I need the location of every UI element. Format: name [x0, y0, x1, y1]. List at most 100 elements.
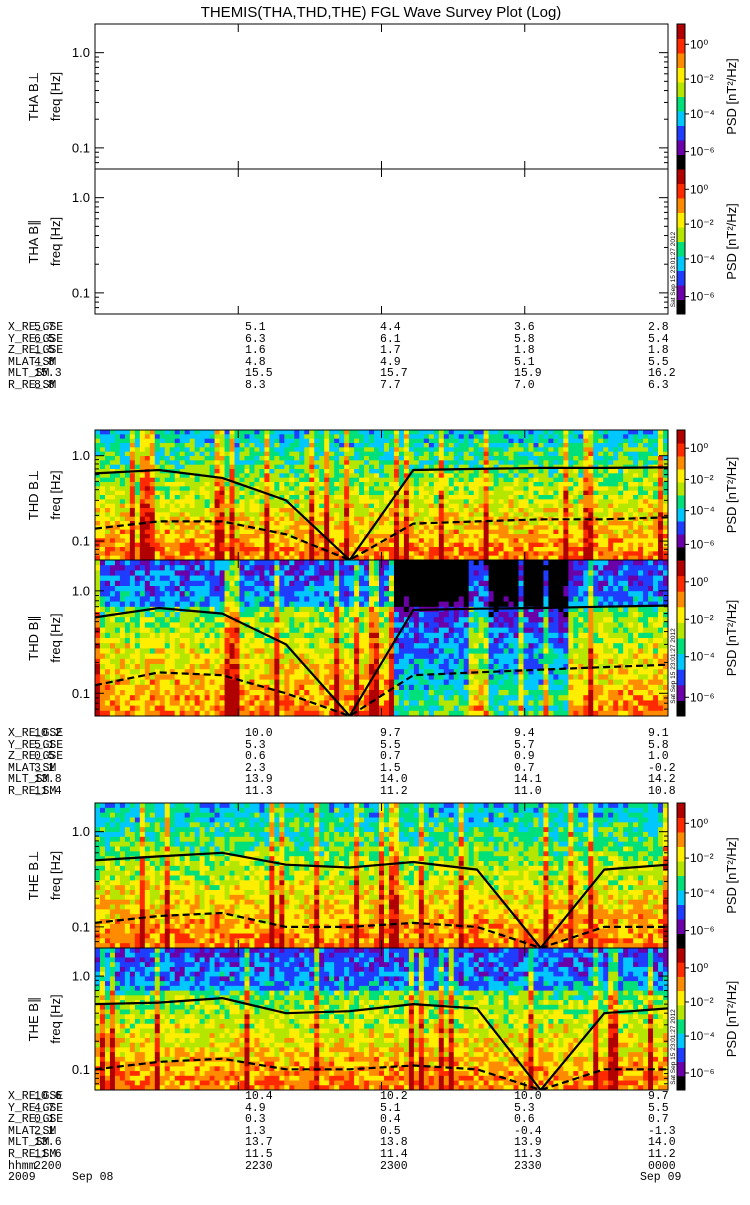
y-tick-label: 1.0 — [72, 583, 90, 598]
ephemeris-value: 2.8 — [648, 322, 669, 334]
ephemeris-value: 3.6 — [514, 322, 535, 334]
colorbar-segment — [677, 39, 685, 54]
ephemeris-value: 11.5 — [245, 1149, 273, 1161]
colorbar-tick-label: 10⁻⁶ — [690, 145, 715, 159]
date-start: Sep 08 — [72, 1172, 113, 1184]
ephemeris-value: 10.8 — [648, 786, 676, 798]
ephemeris-value: 6.3 — [648, 380, 669, 392]
colorbar-segment — [677, 669, 685, 685]
colorbar-segment — [677, 803, 685, 818]
colorbar-segment — [677, 430, 685, 444]
colorbar-label: PSD [nT²/Hz] — [724, 837, 739, 914]
colorbar-segment — [677, 919, 685, 934]
colorbar-label: PSD [nT²/Hz] — [724, 203, 739, 280]
colorbar-segment — [677, 97, 685, 112]
timestamp-stamp: Sat Sep 15 23:01:27 2012 — [670, 628, 677, 704]
colorbar-tick-label: 10⁻² — [690, 995, 714, 1009]
ephemeris-value: 10.0 — [514, 1091, 542, 1103]
ephemeris-value: 11.4 — [380, 1149, 408, 1161]
colorbar-segment — [677, 861, 685, 876]
y-tick-label: 0.1 — [72, 285, 90, 300]
ephemeris-value: 9.1 — [648, 728, 669, 740]
ephemeris-value: 11.2 — [648, 1149, 676, 1161]
colorbar-segment — [677, 198, 685, 213]
freq-axis-label: freq [Hz] — [48, 217, 63, 266]
colorbar-segment — [677, 1005, 685, 1020]
colorbar-segment — [677, 905, 685, 920]
timestamp-stamp: Sat Sep 15 23:01:27 2012 — [670, 1009, 677, 1085]
freq-axis-label: freq [Hz] — [48, 613, 63, 662]
panel-ylabel: THE B⊥ — [26, 851, 41, 901]
colorbar-label: PSD [nT²/Hz] — [724, 981, 739, 1058]
ephemeris-value: 2230 — [245, 1161, 273, 1173]
ephemeris-value: 10.4 — [245, 1091, 273, 1103]
colorbar-segment — [677, 962, 685, 977]
colorbar-tick-label: 10⁻⁶ — [690, 537, 715, 551]
panel-ylabel: THD B∥ — [26, 615, 41, 661]
date-end: Sep 09 — [640, 1172, 681, 1184]
colorbar-segment — [677, 469, 685, 483]
y-tick-label: 1.0 — [72, 824, 90, 839]
colorbar-segment — [677, 456, 685, 470]
spectrogram-panel-4: 1.0 0.1 THD B∥ freq [Hz] 10⁰10⁻²10⁻⁴10⁻⁶PSD … — [26, 560, 739, 717]
colorbar-segment — [677, 495, 685, 509]
y-tick-label: 1.0 — [72, 969, 90, 984]
colorbar-segment — [677, 111, 685, 126]
colorbar-label: PSD [nT²/Hz] — [724, 600, 739, 677]
colorbar-segment — [677, 991, 685, 1006]
colorbar-segment — [677, 1062, 685, 1077]
colorbar-segment — [677, 685, 685, 701]
colorbar-segment — [677, 155, 685, 170]
colorbar-tick-label: 10⁻⁴ — [690, 1029, 715, 1043]
date-year: 2009 — [8, 1172, 36, 1184]
colorbar-segment — [677, 847, 685, 862]
y-tick-label: 0.1 — [72, 686, 90, 701]
ephemeris-value: 7.0 — [514, 380, 535, 392]
colorbar-label: PSD [nT²/Hz] — [724, 58, 739, 135]
y-tick-label: 0.1 — [72, 1062, 90, 1077]
colorbar-tick-label: 10⁰ — [690, 816, 708, 830]
ephemeris-value: 10.2 — [380, 1091, 408, 1103]
colorbar-segment — [677, 534, 685, 548]
panel-frame — [95, 24, 668, 169]
colorbar-segment — [677, 508, 685, 522]
colorbar-segment — [677, 256, 685, 271]
colorbar-segment — [677, 560, 685, 576]
colorbar-segment — [677, 890, 685, 905]
ephemeris-value: 10.0 — [245, 728, 273, 740]
ephemeris-value: 8.8 — [34, 380, 55, 392]
colorbar-segment — [677, 169, 685, 184]
colorbar-segment — [677, 1076, 685, 1091]
colorbar-tick-label: 10⁰ — [690, 575, 708, 589]
colorbar-tick-label: 10⁰ — [690, 182, 708, 196]
ephemeris-value: 11.6 — [34, 1149, 62, 1161]
panel-ylabel: THE B∥ — [26, 997, 41, 1042]
colorbar-segment — [677, 482, 685, 496]
ephemeris-value: 9.4 — [514, 728, 535, 740]
y-tick-label: 1.0 — [72, 45, 90, 60]
freq-axis-label: freq [Hz] — [48, 470, 63, 519]
freq-axis-label: freq [Hz] — [48, 72, 63, 121]
colorbar-segment — [677, 1033, 685, 1048]
colorbar-segment — [677, 654, 685, 670]
ephemeris-value: 9.7 — [648, 1091, 669, 1103]
y-tick-label: 0.1 — [72, 140, 90, 155]
colorbar-segment — [677, 227, 685, 242]
colorbar-segment — [677, 948, 685, 963]
colorbar-segment — [677, 876, 685, 891]
colorbar-segment — [677, 576, 685, 592]
ephemeris-value: 9.7 — [380, 728, 401, 740]
colorbar-tick-label: 10⁻⁶ — [690, 290, 715, 304]
colorbar-segment — [677, 547, 685, 561]
